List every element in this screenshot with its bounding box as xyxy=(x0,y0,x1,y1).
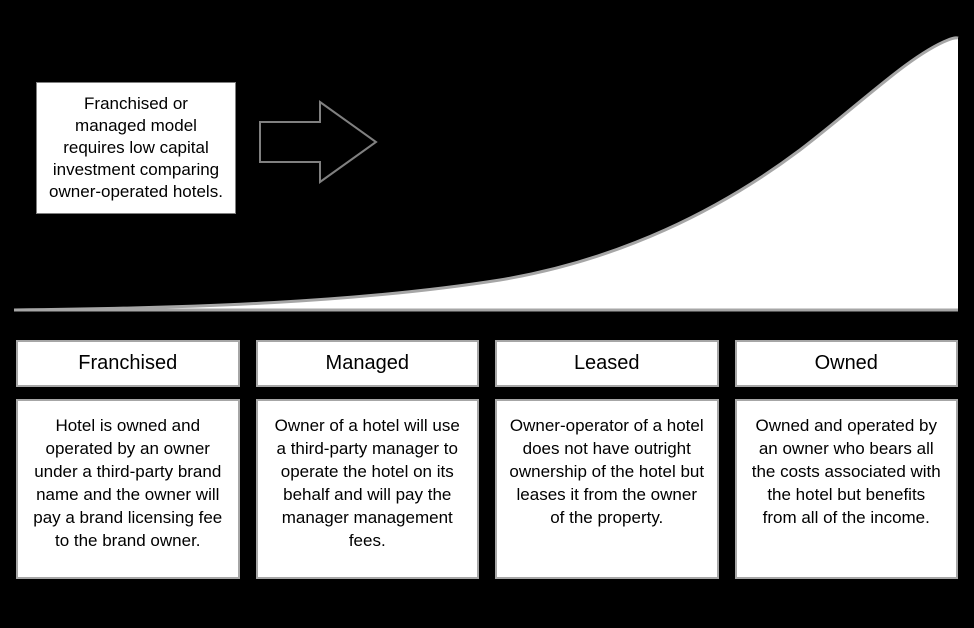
column-title: Managed xyxy=(256,340,480,387)
column-desc-text: Hotel is owned and operated by an owner … xyxy=(30,415,226,553)
columns-row: Franchised Hotel is owned and operated b… xyxy=(16,340,958,579)
column-title: Leased xyxy=(495,340,719,387)
column-title: Franchised xyxy=(16,340,240,387)
arrow-icon xyxy=(258,100,378,184)
callout-box: Franchised or managed model requires low… xyxy=(36,82,236,214)
column-desc-text: Owner of a hotel will use a third-party … xyxy=(270,415,466,553)
callout-text: Franchised or managed model requires low… xyxy=(49,94,223,201)
column-desc: Hotel is owned and operated by an owner … xyxy=(16,399,240,579)
column-owned: Owned Owned and operated by an owner who… xyxy=(735,340,959,579)
column-leased: Leased Owner-operator of a hotel does no… xyxy=(495,340,719,579)
column-desc: Owner-operator of a hotel does not have … xyxy=(495,399,719,579)
column-desc-text: Owner-operator of a hotel does not have … xyxy=(509,415,705,530)
diagram-stage: Franchised or managed model requires low… xyxy=(0,0,974,628)
column-managed: Managed Owner of a hotel will use a thir… xyxy=(256,340,480,579)
column-title: Owned xyxy=(735,340,959,387)
column-desc-text: Owned and operated by an owner who bears… xyxy=(749,415,945,530)
column-franchised: Franchised Hotel is owned and operated b… xyxy=(16,340,240,579)
column-desc: Owner of a hotel will use a third-party … xyxy=(256,399,480,579)
column-desc: Owned and operated by an owner who bears… xyxy=(735,399,959,579)
